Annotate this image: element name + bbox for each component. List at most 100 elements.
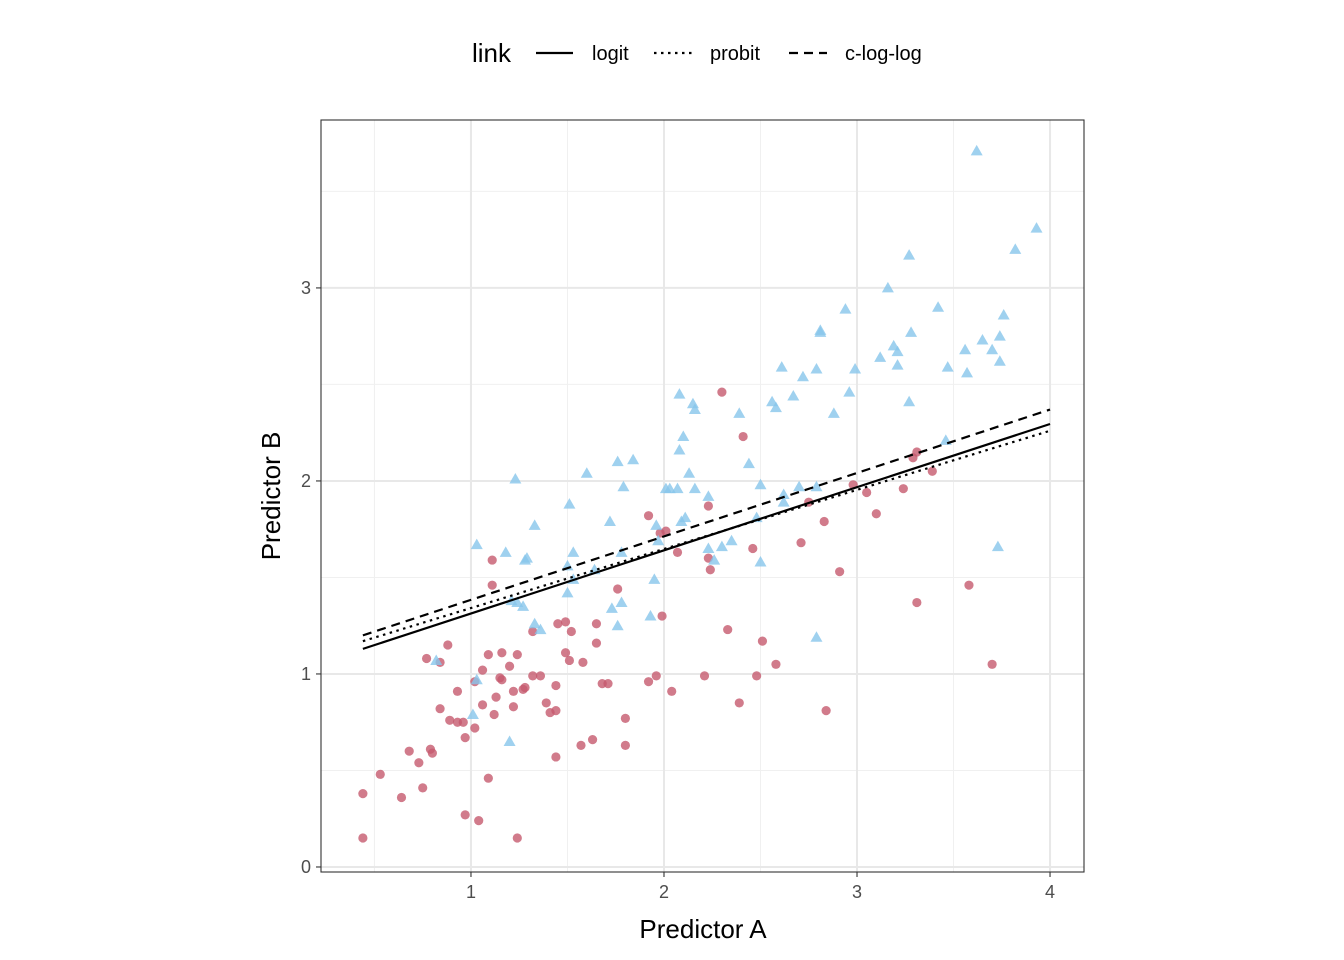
data-point-triangle <box>509 473 522 484</box>
data-point-triangle <box>787 390 800 401</box>
data-point-circle <box>699 671 710 681</box>
x-tick-label: 1 <box>466 882 476 902</box>
data-point-circle <box>723 624 733 635</box>
data-point-circle <box>560 648 571 658</box>
data-point-triangle <box>941 361 954 372</box>
data-point-triangle <box>503 735 516 747</box>
data-point-triangle <box>827 407 840 418</box>
data-point-triangle <box>891 345 904 357</box>
data-point-circle <box>551 752 561 762</box>
data-point-triangle <box>688 482 701 494</box>
data-point-triangle <box>891 359 904 370</box>
fit-line-probit <box>362 429 1051 643</box>
legend-label-logit: logit <box>592 43 629 65</box>
data-point-triangle <box>754 556 767 567</box>
data-point-circle <box>483 773 493 783</box>
data-point-circle <box>862 487 872 498</box>
data-point-triangle <box>961 366 974 378</box>
data-point-circle <box>603 679 613 689</box>
data-point-triangle <box>567 546 580 557</box>
data-point-triangle <box>742 457 755 469</box>
data-point-triangle <box>466 708 479 719</box>
legend-label-c-log-log: c-log-log <box>845 43 922 65</box>
data-point-circle <box>821 706 831 716</box>
data-point-circle <box>578 657 588 667</box>
data-point-triangle <box>796 370 809 382</box>
data-point-triangle <box>470 673 483 685</box>
data-point-triangle <box>671 482 684 494</box>
data-point-circle <box>477 665 488 675</box>
data-point-triangle <box>580 467 593 478</box>
data-point-circle <box>551 680 561 691</box>
legend: link logit probit c-log-log <box>472 38 922 68</box>
data-point-circle <box>460 733 470 743</box>
data-point-triangle <box>644 610 657 621</box>
data-point-circle <box>427 748 437 758</box>
data-point-circle <box>358 833 368 843</box>
data-point-triangle <box>991 540 1004 552</box>
data-point-circle <box>796 538 806 548</box>
legend-title: link <box>472 38 512 68</box>
y-tick-label: 0 <box>301 857 311 877</box>
data-point-triangle <box>810 631 823 642</box>
data-point-triangle <box>903 395 916 407</box>
data-point-triangle <box>814 326 827 337</box>
data-point-triangle <box>810 362 823 374</box>
data-point-circle <box>487 555 497 565</box>
data-point-circle <box>620 740 630 750</box>
data-point-circle <box>483 650 493 660</box>
data-point-triangle <box>769 401 782 413</box>
data-point-circle <box>912 597 922 608</box>
data-point-triangle <box>708 554 721 565</box>
data-point-circle <box>445 715 455 725</box>
data-point-circle <box>512 650 522 660</box>
data-point-triangle <box>511 596 524 608</box>
data-point-circle <box>651 671 661 681</box>
data-point-circle <box>927 466 937 476</box>
data-point-circle <box>508 702 519 712</box>
data-point-triangle <box>528 617 541 629</box>
data-point-triangle <box>611 619 624 631</box>
data-point-circle <box>375 769 385 779</box>
data-point-triangle <box>605 602 618 613</box>
data-point-circle <box>553 619 563 629</box>
data-point-circle <box>497 675 507 685</box>
y-tick-label: 3 <box>301 278 311 298</box>
data-point-circle <box>661 526 671 536</box>
data-point-triangle <box>520 552 533 563</box>
data-point-triangle <box>617 480 630 492</box>
data-point-triangle <box>688 403 701 415</box>
x-tick-label: 2 <box>659 882 669 902</box>
data-point-circle <box>414 758 424 768</box>
data-point-circle <box>964 580 974 590</box>
data-point-triangle <box>843 386 856 397</box>
data-point-triangle <box>563 498 576 509</box>
data-points <box>358 144 1043 843</box>
data-point-triangle <box>775 361 788 372</box>
data-point-triangle <box>534 623 547 635</box>
data-point-circle <box>587 734 598 745</box>
data-point-triangle <box>733 407 746 418</box>
data-point-circle <box>458 717 468 727</box>
data-point-circle <box>497 648 507 658</box>
data-point-circle <box>835 567 845 577</box>
x-axis-label: Predictor A <box>639 914 767 944</box>
data-point-circle <box>734 698 744 708</box>
data-point-circle <box>421 653 432 664</box>
data-point-triangle <box>970 144 983 156</box>
data-point-circle <box>560 617 571 627</box>
data-point-triangle <box>715 540 728 552</box>
fit-line-c-log-log <box>362 408 1051 637</box>
data-point-triangle <box>650 519 663 530</box>
data-point-circle <box>705 565 715 575</box>
data-point-triangle <box>905 326 918 337</box>
data-point-circle <box>738 431 748 442</box>
data-point-circle <box>452 686 463 696</box>
data-point-circle <box>576 740 586 750</box>
data-point-triangle <box>993 330 1006 341</box>
data-point-circle <box>489 709 499 720</box>
data-point-circle <box>520 682 530 693</box>
data-point-circle <box>566 626 576 637</box>
data-point-circle <box>460 810 470 820</box>
